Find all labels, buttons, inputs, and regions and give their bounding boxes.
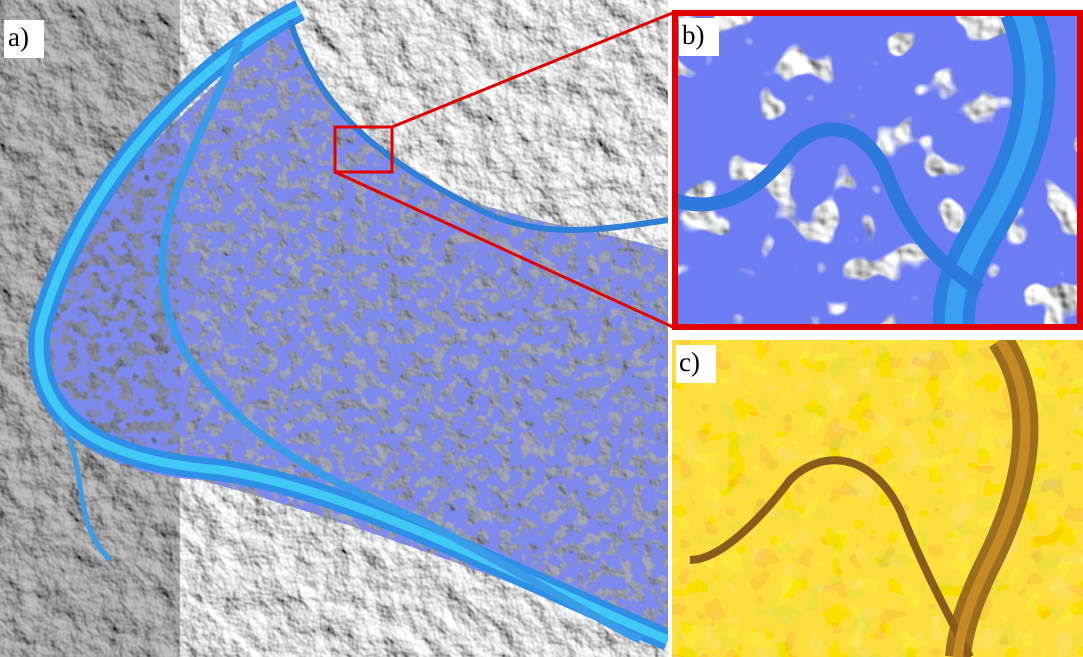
panel-b	[675, 10, 1080, 335]
panel-label: b)	[682, 20, 705, 50]
panel-a	[0, 0, 668, 657]
panel-label: c)	[679, 347, 700, 377]
panel-c	[672, 340, 1083, 657]
page: a) b) c) (() => { const data = JSON.pars…	[0, 0, 1083, 657]
figure: a) b) c)	[0, 0, 1083, 657]
panel-label: a)	[8, 22, 29, 52]
